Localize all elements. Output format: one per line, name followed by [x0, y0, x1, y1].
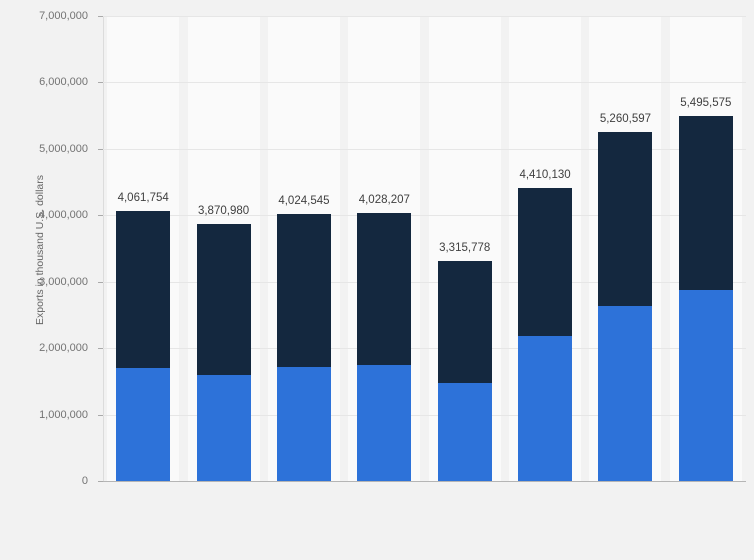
- y-axis-line: [103, 16, 104, 481]
- y-tick-label: 6,000,000: [39, 76, 88, 89]
- bar-segment-dark[interactable]: [357, 213, 412, 365]
- bar-total-label: 3,315,778: [439, 241, 491, 254]
- bar-segment-dark[interactable]: [678, 115, 733, 291]
- bar-segment-blue[interactable]: [196, 375, 251, 481]
- bar-total-label: 4,061,754: [117, 192, 169, 205]
- bar-stack: [116, 211, 171, 481]
- bar-stack: [357, 213, 412, 481]
- y-tick-mark: [98, 414, 103, 416]
- bar-segment-blue[interactable]: [276, 366, 331, 481]
- bar-segment-dark[interactable]: [437, 260, 492, 384]
- y-tick-mark: [98, 215, 103, 217]
- x-axis-line: [103, 481, 746, 482]
- bar-total-label: 5,495,575: [680, 96, 732, 109]
- bar-segment-blue[interactable]: [437, 383, 492, 481]
- y-tick-label: 3,000,000: [39, 275, 88, 288]
- y-tick-label: 7,000,000: [39, 10, 88, 22]
- bar-stack: [598, 131, 653, 481]
- gridline: [103, 348, 746, 350]
- y-tick-mark: [98, 348, 103, 350]
- bar-stack: [196, 223, 251, 481]
- bar-segment-blue[interactable]: [598, 305, 653, 481]
- bar-segment-dark[interactable]: [276, 213, 331, 367]
- bar-segment-dark[interactable]: [196, 223, 251, 376]
- gridline: [103, 16, 746, 17]
- gridline: [103, 215, 746, 217]
- bar-segment-blue[interactable]: [678, 290, 733, 481]
- gridline: [103, 414, 746, 416]
- y-tick-label: 5,000,000: [39, 142, 88, 155]
- bar-total-label: 5,260,597: [599, 112, 652, 125]
- bar-stack: [518, 188, 573, 481]
- y-tick-mark: [98, 16, 103, 17]
- bar-total-label: 3,870,980: [197, 204, 250, 217]
- y-axis-ticks: 7,000,000 6,000,000 5,000,000 4,000,000 3,00…: [0, 10, 96, 487]
- gridline: [103, 82, 746, 84]
- y-tick-mark: [98, 281, 103, 283]
- y-tick-mark: [98, 148, 103, 150]
- bar-segment-blue[interactable]: [518, 335, 573, 481]
- bar-total-label: 4,028,207: [358, 194, 410, 207]
- bar-total-label: 4,024,545: [278, 194, 330, 207]
- bar-segment-dark[interactable]: [598, 131, 653, 306]
- y-tick-mark: [98, 82, 103, 84]
- y-tick-label: 1,000,000: [39, 408, 88, 421]
- bar-stack: [437, 260, 492, 481]
- bar-total-label: 4,410,130: [519, 169, 571, 182]
- bar-segment-dark[interactable]: [116, 211, 171, 369]
- y-tick-label: 2,000,000: [39, 342, 88, 355]
- y-tick-label: 0: [81, 475, 88, 487]
- y-tick-label: 4,000,000: [39, 209, 88, 222]
- bar-stack: [678, 115, 733, 481]
- y-tick-mark: [98, 481, 103, 482]
- bar-segment-dark[interactable]: [518, 188, 573, 336]
- gridline: [103, 281, 746, 283]
- bar-segment-blue[interactable]: [357, 364, 412, 481]
- plot-area: 4,061,754 3,870,980 4,024,545 4,028,207 3,31…: [98, 16, 746, 482]
- bar-stack: [276, 213, 331, 481]
- gridline: [103, 148, 746, 150]
- bar-segment-blue[interactable]: [116, 368, 171, 481]
